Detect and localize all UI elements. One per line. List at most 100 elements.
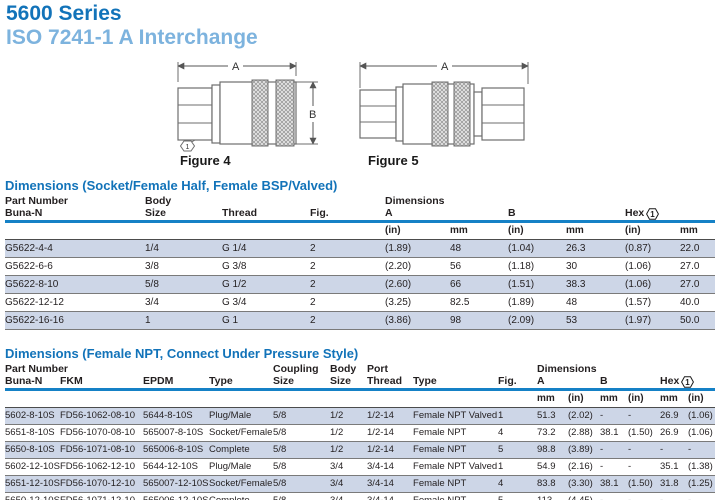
table-cell: (3.89) <box>568 441 601 459</box>
table2-section: Dimensions (Female NPT, Connect Under Pr… <box>5 347 716 500</box>
figure-4-drawing: A B 1 <box>177 61 318 152</box>
table-cell: - <box>628 492 661 500</box>
table-row: 5650-8-10S FD56-1071-08-10 565006-8-10S Com… <box>5 441 716 459</box>
table-cell: 27.0 <box>680 275 716 294</box>
col-fig: Fig. <box>310 207 385 223</box>
table-cell: 3/8 <box>145 257 222 276</box>
spacer-cell <box>330 389 368 408</box>
table-cell: 2 <box>310 293 385 312</box>
spacer-cell <box>5 389 60 408</box>
table-cell: 1/2-14 <box>367 441 414 459</box>
spacer-cell <box>413 363 498 375</box>
table-row: G5622-8-10 5/8 G 1/2 2 (2.60) 66 (1.51) 38.3 (1.… <box>5 275 716 294</box>
table1-title: Dimensions (Socket/Female Half, Female B… <box>5 178 338 193</box>
table-cell: 53 <box>566 311 625 330</box>
units-row: (in) mm (in) mm (in) mm <box>5 221 716 240</box>
table-cell: G5622-12-12 <box>5 293 145 312</box>
col-fig: Fig. <box>498 375 538 391</box>
table-cell: 22.0 <box>680 239 716 258</box>
table-cell: 26.9 <box>660 424 689 442</box>
table-cell: (1.89) <box>508 293 566 312</box>
table-cell: Female NPT <box>413 441 499 459</box>
callout-number: 1 <box>186 144 190 151</box>
spacer-cell <box>310 195 385 207</box>
table-cell: 5650-12-10S <box>5 492 60 500</box>
unit-a-mm: mm <box>537 389 569 408</box>
spacer-cell <box>310 221 385 240</box>
table-cell: 98 <box>450 311 508 330</box>
dim-b-label: B <box>309 109 316 121</box>
table-cell: - <box>688 441 716 459</box>
table-cell: 5/8 <box>273 407 331 425</box>
spacer-cell <box>222 221 310 240</box>
table-cell: 4 <box>498 424 538 442</box>
table-cell: 56 <box>450 257 508 276</box>
table-cell: 565007-12-10S <box>143 475 210 493</box>
table-row: 5651-12-10S FD56-1070-12-10 565007-12-10S S… <box>5 475 716 493</box>
table-cell: (2.09) <box>508 311 566 330</box>
figure-4: A B 1 Figure 4 <box>164 56 356 168</box>
table-row: G5622-16-16 1 G 1 2 (3.86) 98 (2.09) 53 (1.97) 50… <box>5 311 716 330</box>
col-b: B <box>508 207 625 223</box>
table-cell: 98.8 <box>537 441 569 459</box>
col-a: A <box>385 207 508 223</box>
table-cell: FD56-1062-08-10 <box>60 407 143 425</box>
unit-a-mm: mm <box>450 221 508 240</box>
col-thread: Thread <box>222 207 310 223</box>
col-coupling-size: Size <box>273 375 331 391</box>
table-cell: 82.5 <box>450 293 508 312</box>
table-cell: (1.38) <box>688 458 716 476</box>
table-cell: - <box>600 407 629 425</box>
page-header: 5600 Series ISO 7241-1 A Interchange <box>6 2 258 50</box>
table-cell: 38.1 <box>600 475 629 493</box>
table-cell: G 1/4 <box>222 239 310 258</box>
table-cell: 50.0 <box>680 311 716 330</box>
table-cell: - <box>660 492 689 500</box>
table-cell: 5651-12-10S <box>5 475 60 493</box>
unit-b-in: (in) <box>508 221 566 240</box>
col-hex: Hex 1 <box>625 207 716 223</box>
spacer-cell <box>60 389 143 408</box>
table-cell: 3/4-14 <box>367 475 414 493</box>
unit-a-in: (in) <box>385 221 450 240</box>
table-cell: FD56-1070-08-10 <box>60 424 143 442</box>
table2-body: 5602-8-10S FD56-1062-08-10 5644-8-10S Plug/… <box>5 407 716 500</box>
table-cell: - <box>600 492 629 500</box>
table-cell: G 3/4 <box>222 293 310 312</box>
table-cell: 5/8 <box>273 458 331 476</box>
header-row-1: Part Number Coupling Body Port Dimension… <box>5 363 715 375</box>
unit-hex-in: (in) <box>625 221 680 240</box>
table-cell: 51.3 <box>537 407 569 425</box>
col-buna-n: Buna-N <box>5 375 60 391</box>
col-coupling: Coupling <box>273 363 319 375</box>
table-cell: 5651-8-10S <box>5 424 60 442</box>
col-dimensions: Dimensions <box>385 195 445 207</box>
table-cell: 5602-12-10S <box>5 458 60 476</box>
col-port: Port <box>367 363 389 375</box>
table-cell: 1/4 <box>145 239 222 258</box>
table-cell: 31.8 <box>660 475 689 493</box>
table-row: G5622-12-12 3/4 G 3/4 2 (3.25) 82.5 (1.89) 48 (1… <box>5 293 716 312</box>
col-size: Size <box>145 207 222 223</box>
col-type: Type <box>209 375 274 391</box>
table-cell: Complete <box>209 492 274 500</box>
table-cell: - <box>660 441 689 459</box>
interchange-subtitle: ISO 7241-1 A Interchange <box>6 26 258 49</box>
col-port-thread: Thread <box>367 375 414 391</box>
unit-a-in: (in) <box>568 389 601 408</box>
table-cell: 1/2-14 <box>367 424 414 442</box>
table-cell: 2 <box>310 275 385 294</box>
table-row: 5651-8-10S FD56-1070-08-10 565007-8-10S Soc… <box>5 424 716 442</box>
table-row: 5602-12-10S FD56-1062-12-10 5644-12-10S Plu… <box>5 458 716 476</box>
col-part-number: Part Number <box>5 363 69 375</box>
table-cell: 1 <box>498 458 538 476</box>
table-cell: - <box>688 492 716 500</box>
table-cell: 5 <box>498 441 538 459</box>
table-cell: G5622-6-6 <box>5 257 145 276</box>
table-cell: - <box>600 458 629 476</box>
table-cell: G 3/8 <box>222 257 310 276</box>
hex-label: Hex <box>660 375 680 387</box>
table-cell: (1.06) <box>688 424 716 442</box>
table1-header: Part Number Body Dimensions Buna-N Size … <box>5 195 716 240</box>
table2: Part Number Coupling Body Port Dimension… <box>5 363 716 500</box>
